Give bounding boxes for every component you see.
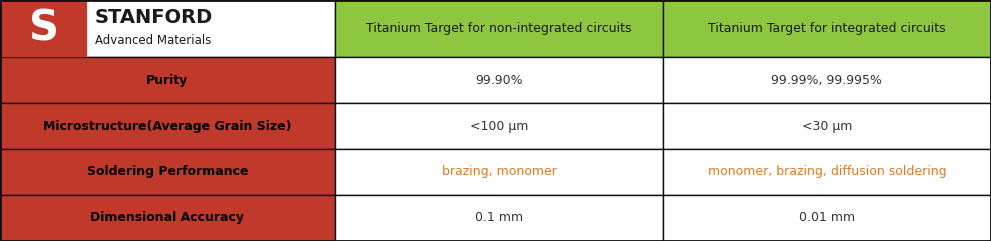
Text: 0.01 mm: 0.01 mm [799, 211, 855, 224]
FancyBboxPatch shape [0, 0, 87, 57]
Text: 0.1 mm: 0.1 mm [475, 211, 523, 224]
Text: brazing, monomer: brazing, monomer [442, 165, 556, 178]
Text: Titanium Target for integrated circuits: Titanium Target for integrated circuits [709, 22, 945, 35]
Bar [0, 0, 335, 57]
Text: 99.99%, 99.995%: 99.99%, 99.995% [771, 74, 883, 87]
Bar [0, 103, 335, 149]
Text: Titanium Target for non-integrated circuits: Titanium Target for non-integrated circu… [367, 22, 631, 35]
Bar [0, 149, 335, 195]
Bar [0, 195, 335, 241]
Text: 99.90%: 99.90% [475, 74, 523, 87]
Text: S: S [29, 8, 58, 50]
Bar [335, 149, 663, 195]
Bar [663, 149, 991, 195]
Bar [0, 57, 335, 103]
Text: Purity: Purity [147, 74, 188, 87]
Bar [663, 57, 991, 103]
Text: STANFORD: STANFORD [95, 8, 213, 27]
Text: monomer, brazing, diffusion soldering: monomer, brazing, diffusion soldering [708, 165, 946, 178]
Bar [663, 103, 991, 149]
Bar [335, 57, 663, 103]
Text: Microstructure(Average Grain Size): Microstructure(Average Grain Size) [44, 120, 291, 133]
Bar [335, 0, 663, 57]
Text: Dimensional Accuracy: Dimensional Accuracy [90, 211, 245, 224]
Bar [335, 195, 663, 241]
Text: <100 μm: <100 μm [470, 120, 528, 133]
Text: <30 μm: <30 μm [802, 120, 852, 133]
Bar [663, 0, 991, 57]
Text: Soldering Performance: Soldering Performance [87, 165, 248, 178]
Text: Advanced Materials: Advanced Materials [95, 34, 211, 47]
Bar [663, 195, 991, 241]
Bar [335, 103, 663, 149]
